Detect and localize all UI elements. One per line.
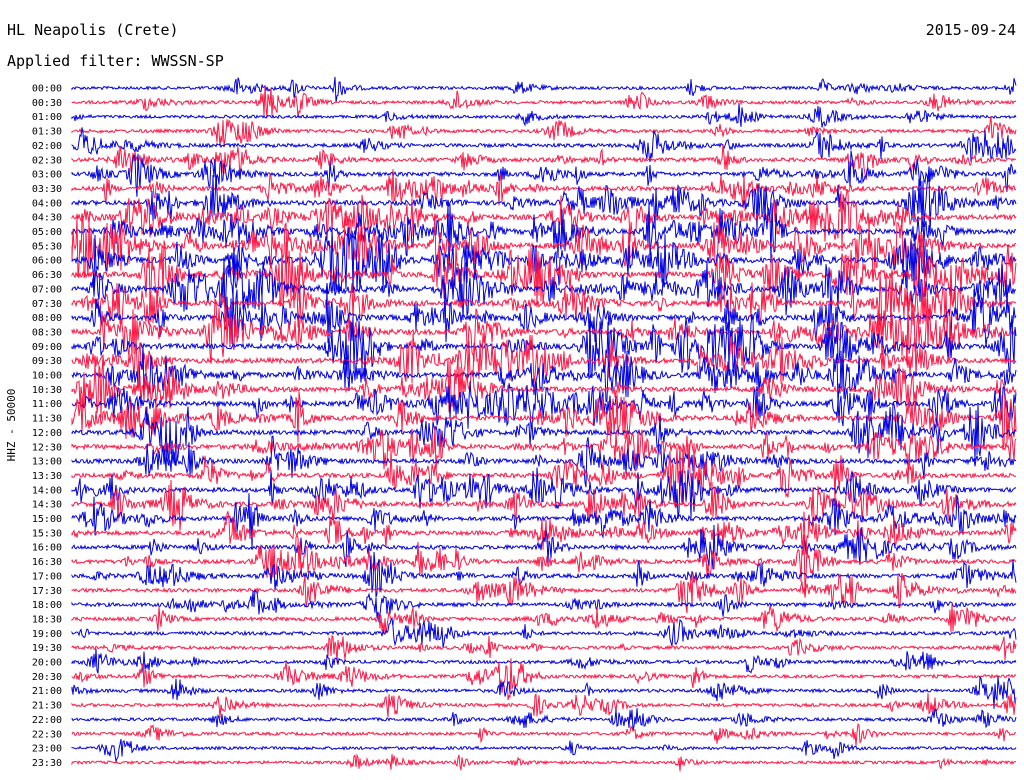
tick-label: 21:00 [32,686,62,697]
trace-line [71,467,1017,519]
trace-line [71,658,1017,701]
trace-line [71,169,1017,236]
trace-line [71,298,1017,366]
tick-label: 00:30 [32,98,62,109]
tick-label: 19:00 [32,629,62,640]
tick-label: 17:30 [32,586,62,597]
trace-line [71,314,1017,380]
tick-label: 23:00 [32,744,62,755]
y-axis-label: HHZ - 50000 [5,389,18,462]
tick-label: 20:30 [32,672,62,683]
station-title: HL Neapolis (Crete) [7,21,179,39]
trace-line [71,738,1017,764]
tick-label: 10:30 [32,385,62,396]
trace-line [71,227,1017,294]
tick-label: 20:00 [32,658,62,669]
trace-line [71,634,1017,663]
tick-label: 03:00 [32,170,62,181]
tick-label: 01:30 [32,127,62,138]
tick-label: 14:00 [32,485,62,496]
filter-label: Applied filter: WWSSN-SP [7,52,224,70]
tick-label: 04:30 [32,213,62,224]
tick-label: 11:30 [32,414,62,425]
trace-line [71,533,1017,592]
tick-label: 05:30 [32,241,62,252]
tick-label: 23:30 [32,758,62,769]
trace-line [71,648,1017,674]
tick-label: 14:30 [32,500,62,511]
tick-label: 02:00 [32,141,62,152]
tick-label: 16:00 [32,543,62,554]
tick-label: 13:00 [32,457,62,468]
tick-label: 18:30 [32,614,62,625]
tick-label: 22:30 [32,729,62,740]
tick-label: 16:30 [32,557,62,568]
trace-line [71,421,1017,472]
trace-line [71,435,1017,488]
trace-line [71,103,1017,128]
tick-label: 06:00 [32,256,62,267]
tick-label: 03:30 [32,184,62,195]
trace-line [71,708,1017,731]
trace-line [71,572,1017,614]
date-label: 2015-09-24 [926,21,1016,39]
trace-line [71,551,1017,598]
trace-line [71,693,1017,718]
trace-line [71,269,1017,335]
trace-line [71,189,1017,252]
tick-label: 10:00 [32,371,62,382]
tick-label: 00:00 [32,84,62,95]
tick-label: 04:00 [32,198,62,209]
trace-line [71,616,1017,648]
tick-label: 13:30 [32,471,62,482]
trace-line [71,355,1017,419]
trace-line [71,603,1017,634]
tick-label: 11:00 [32,399,62,410]
tick-label: 21:30 [32,701,62,712]
trace-line [71,115,1017,147]
trace-line [71,589,1017,623]
trace-line [71,212,1017,279]
trace-line [71,76,1017,103]
tick-label: 06:30 [32,270,62,281]
trace-line [71,378,1017,430]
trace-line [71,344,1017,406]
tick-label: 12:00 [32,428,62,439]
trace-line [71,753,1017,772]
trace-line [71,443,1017,507]
tick-label: 19:30 [32,643,62,654]
trace-line [71,202,1017,262]
trace-line [71,675,1017,709]
tick-label: 09:00 [32,342,62,353]
trace-line [71,256,1017,323]
trace-line [71,169,1017,212]
tick-label: 17:00 [32,571,62,582]
tick-label: 15:30 [32,528,62,539]
time-tick-labels: 00:00 00:30 01:00 01:30 02:00 02:30 03:00 03:30… [32,84,62,769]
tick-label: 08:30 [32,327,62,338]
tick-label: 07:30 [32,299,62,310]
trace-line [71,143,1016,181]
tick-label: 08:00 [32,313,62,324]
tick-label: 02:30 [32,155,62,166]
trace-line [71,524,1017,570]
trace-line [71,493,1017,550]
trace-line [71,723,1017,747]
tick-label: 05:00 [32,227,62,238]
trace-lines [71,76,1017,772]
trace-line [71,127,1017,162]
trace-line [71,402,1017,466]
trace-line [71,479,1017,531]
trace-line [71,85,1017,119]
tick-label: 01:00 [32,112,62,123]
tick-label: 12:30 [32,442,62,453]
tick-label: 07:00 [32,284,62,295]
tick-label: 15:00 [32,514,62,525]
trace-line [71,150,1017,197]
tick-label: 09:30 [32,356,62,367]
tick-label: 22:00 [32,715,62,726]
tick-label: 18:00 [32,600,62,611]
